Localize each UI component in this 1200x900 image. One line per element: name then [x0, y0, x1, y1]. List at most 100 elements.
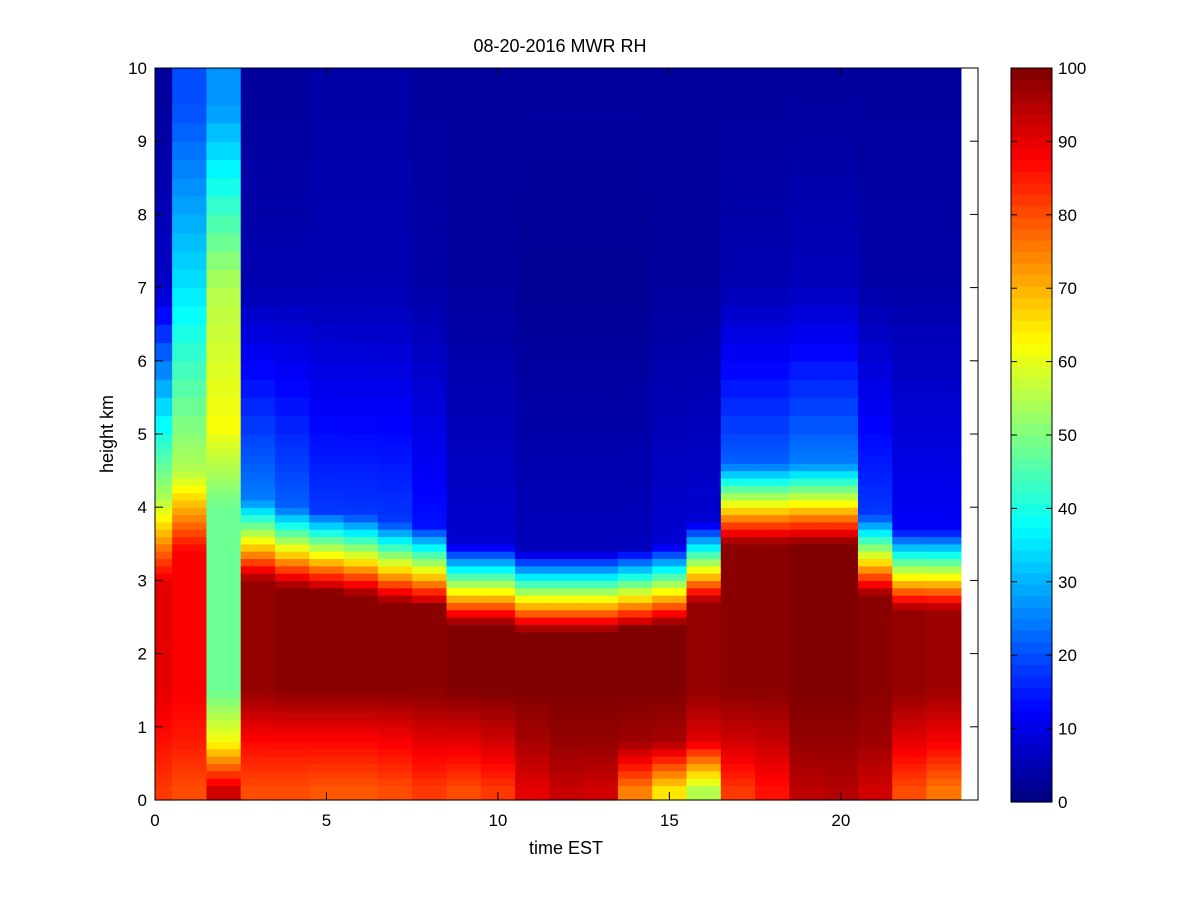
heatmap-cell — [857, 690, 893, 699]
heatmap-cell — [617, 360, 653, 380]
heatmap-cell — [823, 617, 859, 625]
heatmap-cell — [857, 719, 893, 728]
heatmap-cell — [686, 712, 722, 721]
heatmap-cell — [583, 448, 619, 457]
heatmap-cell — [789, 653, 825, 662]
heatmap-cell — [446, 305, 482, 325]
heatmap-cell — [549, 660, 585, 669]
heatmap-cell — [206, 734, 242, 743]
y-tick-label: 2 — [138, 645, 147, 664]
heatmap-cell — [377, 305, 413, 325]
heatmap-cell — [857, 770, 893, 779]
heatmap-cell — [275, 763, 310, 772]
heatmap-cell — [172, 778, 208, 786]
heatmap-cell — [480, 122, 516, 142]
heatmap-cell — [446, 455, 482, 464]
heatmap-cell — [480, 86, 516, 106]
heatmap-cell — [892, 660, 928, 669]
heatmap-cell — [720, 638, 756, 647]
heatmap-cell — [446, 719, 482, 728]
colorbar-tick-label: 30 — [1058, 573, 1077, 592]
heatmap-cell — [446, 558, 482, 567]
heatmap-cell — [343, 360, 379, 380]
heatmap-cell — [480, 602, 516, 611]
heatmap-cell — [926, 507, 962, 516]
heatmap-cell — [789, 602, 825, 611]
heatmap-cell — [155, 719, 173, 728]
heatmap-cell — [583, 602, 619, 611]
heatmap-cell — [686, 159, 722, 179]
heatmap-cell — [823, 653, 859, 662]
heatmap-cell — [275, 196, 310, 215]
heatmap-cell — [857, 397, 893, 417]
heatmap-cell — [240, 507, 276, 516]
heatmap-cell — [515, 609, 550, 618]
heatmap-cell — [823, 741, 859, 750]
heatmap-cell — [412, 741, 448, 750]
heatmap-cell — [480, 675, 516, 684]
heatmap-cell — [755, 536, 790, 545]
heatmap-cell — [377, 448, 413, 457]
colorbar-swatch — [1011, 297, 1052, 310]
heatmap-cell — [857, 122, 893, 142]
heatmap-cell — [720, 507, 756, 516]
heatmap-cell — [652, 507, 688, 516]
heatmap-cell — [617, 653, 653, 662]
heatmap-cell — [172, 324, 208, 344]
heatmap-cell — [583, 734, 619, 743]
heatmap-cell — [823, 712, 859, 721]
heatmap-cell — [240, 492, 276, 501]
heatmap-cell — [240, 448, 276, 457]
heatmap-cell — [446, 485, 482, 494]
heatmap-cell — [892, 214, 928, 234]
heatmap-cell — [480, 434, 516, 442]
heatmap-cell — [377, 499, 413, 508]
heatmap-cell — [892, 756, 928, 764]
heatmap-cell — [857, 507, 893, 516]
heatmap-cell — [686, 485, 722, 494]
colorbar-swatch — [1011, 675, 1052, 688]
heatmap-cell — [926, 770, 962, 779]
heatmap-cell — [823, 86, 859, 106]
heatmap-cell — [155, 668, 173, 677]
heatmap-cell — [206, 631, 242, 640]
heatmap-cell — [789, 463, 825, 472]
heatmap-cell — [446, 214, 482, 234]
heatmap-cell — [206, 269, 242, 289]
heatmap-cell — [892, 305, 928, 325]
heatmap-cell — [652, 269, 688, 289]
heatmap-cell — [755, 397, 790, 417]
heatmap-cell — [155, 712, 173, 721]
heatmap-cell — [343, 104, 379, 124]
heatmap-cell — [446, 726, 482, 735]
heatmap-cell — [652, 690, 688, 699]
heatmap-cell — [789, 638, 825, 647]
heatmap-cell — [412, 232, 448, 252]
heatmap-cell — [412, 660, 448, 669]
heatmap-cell — [206, 536, 242, 545]
heatmap-cell — [823, 287, 859, 307]
y-axis-label: height km — [97, 395, 117, 473]
heatmap-cell — [755, 551, 790, 560]
heatmap-cell — [515, 565, 550, 574]
heatmap-cell — [926, 536, 962, 545]
heatmap-cell — [720, 122, 756, 142]
heatmap-cell — [412, 514, 448, 523]
heatmap-cell — [789, 397, 825, 417]
heatmap-cell — [857, 104, 893, 124]
heatmap-cell — [892, 397, 928, 417]
heatmap-cell — [343, 770, 379, 779]
heatmap-cell — [480, 251, 516, 270]
heatmap-cell — [172, 507, 208, 516]
heatmap-cell — [515, 587, 550, 596]
heatmap-cell — [343, 573, 379, 581]
colorbar-swatch — [1011, 469, 1052, 482]
heatmap-cell — [823, 602, 859, 611]
heatmap-cell — [446, 342, 482, 362]
heatmap-cell — [617, 675, 653, 684]
heatmap-cell — [686, 477, 722, 486]
heatmap-cell — [549, 477, 585, 486]
heatmap-cell — [617, 470, 653, 479]
heatmap-cell — [206, 492, 242, 501]
heatmap-cell — [240, 434, 276, 442]
